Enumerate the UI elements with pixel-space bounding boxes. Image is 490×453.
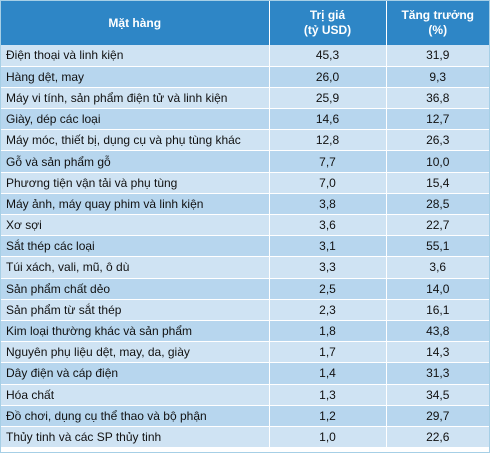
value-cell: 3,6 [269, 214, 387, 237]
header-item: Mặt hàng [1, 1, 270, 45]
value-cell: 1,7 [269, 341, 387, 364]
growth-cell: 31,3 [386, 362, 489, 385]
value-cell: 2,5 [269, 278, 387, 300]
growth-cell: 34,5 [386, 384, 489, 406]
growth-cell: 22,6 [386, 426, 489, 449]
item-name-cell: Gỗ và sản phẩm gỗ [1, 150, 270, 173]
item-name-cell: Đồ chơi, dụng cụ thể thao và bộ phận [1, 405, 270, 427]
value-cell: 26,0 [269, 66, 387, 88]
table-row: Nguyên phụ liệu dệt, may, da, giày 1,7 14,… [1, 341, 489, 364]
header-growth-line2: (%) [428, 23, 448, 37]
growth-cell: 55,1 [386, 235, 489, 258]
table-row: Giày, dép các loại 14,6 12,7 [1, 108, 489, 131]
table-header: Mặt hàng Trị giá (tỷ USD) Tăng trưởng (%… [1, 1, 489, 45]
growth-cell: 43,8 [386, 320, 489, 343]
item-name-cell: Hóa chất [1, 384, 270, 406]
item-name-cell: Máy ảnh, máy quay phim và linh kiện [1, 193, 270, 216]
item-name-cell: Hàng dệt, may [1, 66, 270, 88]
item-name-cell: Điện thoại và linh kiện [1, 45, 270, 67]
table-row: Xơ sợi 3,6 22,7 [1, 214, 489, 237]
growth-cell: 22,7 [386, 214, 489, 237]
value-cell: 14,6 [269, 108, 387, 131]
value-cell: 7,0 [269, 172, 387, 194]
table-row: Gỗ và sản phẩm gỗ 7,7 10,0 [1, 150, 489, 173]
table-row: Máy móc, thiết bị, dụng cụ và phụ tùng k… [1, 129, 489, 152]
item-name-cell: Dây điện và cáp điện [1, 362, 270, 385]
growth-cell: 31,9 [386, 45, 489, 67]
growth-cell: 26,3 [386, 129, 489, 152]
table-row: Đồ chơi, dụng cụ thể thao và bộ phận 1,2 2… [1, 405, 489, 427]
item-name-cell: Sản phẩm từ sắt thép [1, 299, 270, 321]
growth-cell: 10,0 [386, 150, 489, 173]
value-cell: 45,3 [269, 45, 387, 67]
value-cell: 3,8 [269, 193, 387, 216]
item-name-cell: Túi xách, vali, mũ, ô dù [1, 256, 270, 279]
item-name-cell: Máy móc, thiết bị, dụng cụ và phụ tùng k… [1, 129, 270, 152]
table-row: Túi xách, vali, mũ, ô dù 3,3 3,6 [1, 256, 489, 279]
item-name-cell: Phương tiện vận tải và phụ tùng [1, 172, 270, 194]
value-cell: 12,8 [269, 129, 387, 152]
item-name-cell: Sắt thép các loại [1, 235, 270, 258]
item-name-cell: Thủy tinh và các SP thủy tinh [1, 426, 270, 449]
growth-cell: 16,1 [386, 299, 489, 321]
header-value-line1: Trị giá [309, 8, 346, 22]
table-row: Điện thoại và linh kiện 45,3 31,9 [1, 45, 489, 67]
item-name-cell: Giày, dép các loại [1, 108, 270, 131]
item-name-cell: Máy vi tính, sản phẩm điện tử và linh ki… [1, 87, 270, 110]
value-cell: 1,0 [269, 426, 387, 449]
growth-cell: 14,3 [386, 341, 489, 364]
growth-cell: 12,7 [386, 108, 489, 131]
growth-cell: 28,5 [386, 193, 489, 216]
item-name-cell: Nguyên phụ liệu dệt, may, da, giày [1, 341, 270, 364]
table-row: Dây điện và cáp điện 1,4 31,3 [1, 362, 489, 385]
item-name-cell: Kim loại thường khác và sản phẩm [1, 320, 270, 343]
table-row: Sản phẩm từ sắt thép 2,3 16,1 [1, 299, 489, 321]
value-cell: 1,2 [269, 405, 387, 427]
value-cell: 1,4 [269, 362, 387, 385]
item-name-cell: Sản phẩm chất dẻo [1, 278, 270, 300]
header-item-label: Mặt hàng [108, 15, 162, 30]
header-value: Trị giá (tỷ USD) [269, 1, 387, 45]
table-body: Điện thoại và linh kiện 45,3 31,9 Hàng dệt,… [1, 45, 489, 449]
value-cell: 7,7 [269, 150, 387, 173]
table-row: Hàng dệt, may 26,0 9,3 [1, 66, 489, 88]
growth-cell: 29,7 [386, 405, 489, 427]
value-cell: 3,3 [269, 256, 387, 279]
value-cell: 25,9 [269, 87, 387, 110]
value-cell: 1,3 [269, 384, 387, 406]
table-row: Máy ảnh, máy quay phim và linh kiện 3,8 28… [1, 193, 489, 216]
table-row: Hóa chất 1,3 34,5 [1, 384, 489, 406]
table-row: Thủy tinh và các SP thủy tinh 1,0 22,6 [1, 426, 489, 449]
value-cell: 1,8 [269, 320, 387, 343]
table-row: Phương tiện vận tải và phụ tùng 7,0 15,4 [1, 172, 489, 194]
header-row: Mặt hàng Trị giá (tỷ USD) Tăng trưởng (%… [1, 1, 489, 45]
growth-cell: 3,6 [386, 256, 489, 279]
table-row: Kim loại thường khác và sản phẩm 1,8 43,8 [1, 320, 489, 343]
value-cell: 3,1 [269, 235, 387, 258]
table-row: Sắt thép các loại 3,1 55,1 [1, 235, 489, 258]
header-value-line2: (tỷ USD) [303, 23, 352, 37]
header-growth: Tăng trưởng (%) [386, 1, 489, 45]
header-growth-line1: Tăng trưởng [401, 8, 475, 22]
value-cell: 2,3 [269, 299, 387, 321]
growth-cell: 15,4 [386, 172, 489, 194]
growth-cell: 9,3 [386, 66, 489, 88]
growth-cell: 36,8 [386, 87, 489, 110]
growth-cell: 14,0 [386, 278, 489, 300]
item-name-cell: Xơ sợi [1, 214, 270, 237]
table-row: Sản phẩm chất dẻo 2,5 14,0 [1, 278, 489, 300]
table-row: Máy vi tính, sản phẩm điện tử và linh ki… [1, 87, 489, 110]
